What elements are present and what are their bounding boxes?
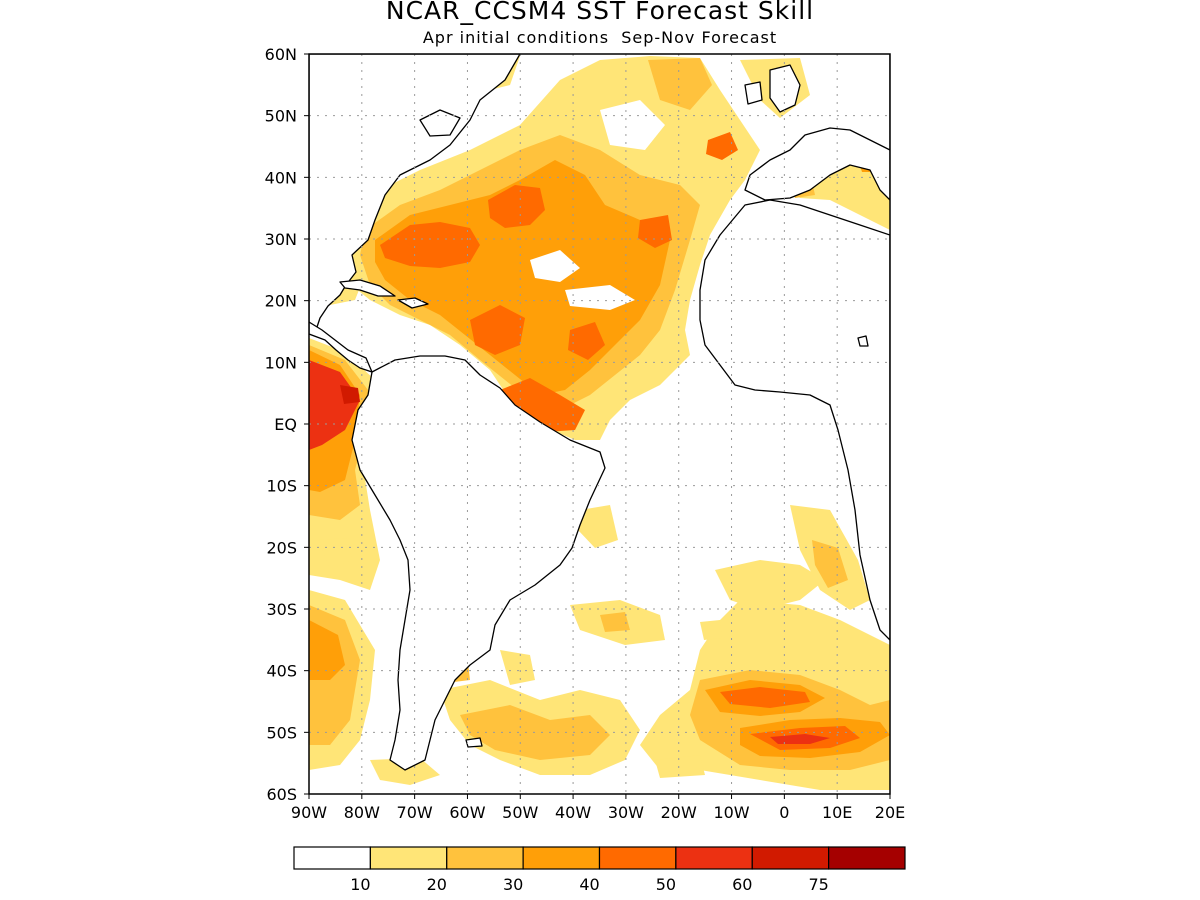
lon-tick-label: 30W: [608, 803, 644, 822]
north-america-landmass: [309, 54, 521, 335]
colorbar-swatch: [522, 846, 601, 870]
colorbar-swatch: [446, 846, 524, 870]
canada-islands: [419, 109, 461, 137]
lon-tick-label: 20E: [875, 803, 905, 822]
lat-tick-label: 40S: [266, 662, 297, 681]
africa-landmass: [699, 199, 890, 641]
lon-tick-label: 10W: [713, 803, 749, 822]
latitude-axis: 60N 50N 40N 30N 20N 10N EQ 10S 20S 30S 40S 50S 60S: [265, 45, 309, 804]
skill-region-south-atlantic: [715, 560, 825, 610]
skill-region-north-atlantic: [568, 322, 605, 360]
lat-tick-label: 20S: [266, 538, 297, 557]
lat-tick-label: 50N: [265, 107, 297, 126]
lon-tick-label: 0: [779, 803, 789, 822]
skill-region-south-atlantic: [655, 755, 705, 778]
colorbar-swatch: [675, 846, 753, 870]
skill-region-south-atlantic: [770, 734, 830, 744]
lon-tick-label: 20W: [661, 803, 697, 822]
colorbar: 10 20 30 40 50 60 75: [293, 846, 906, 894]
atlantic-islands: [857, 335, 869, 347]
skill-region-north-atlantic: [488, 185, 545, 228]
skill-region-north-atlantic: [706, 132, 738, 160]
lat-tick-label: 60S: [266, 785, 297, 804]
longitude-axis: 90W 80W 70W 60W 50W 40W 30W 20W 10W 0 10E 20E: [291, 794, 905, 822]
skill-region-north-atlantic: [600, 100, 665, 150]
skill-region-south-atlantic: [578, 505, 618, 548]
lon-tick-label: 50W: [502, 803, 538, 822]
colorbar-label: 60: [732, 875, 752, 894]
colorbar-swatch: [598, 846, 677, 870]
land-masses: [309, 54, 890, 771]
british-isles: [769, 64, 801, 113]
skill-region-east-pacific: [318, 538, 352, 570]
lat-tick-label: 10N: [265, 353, 297, 372]
lon-tick-label: 40W: [555, 803, 591, 822]
lat-tick-label: 50S: [266, 723, 297, 742]
skill-region-north-atlantic: [470, 305, 525, 355]
ireland-island: [744, 81, 763, 105]
colorbar-label: 75: [808, 875, 828, 894]
colorbar-swatch: [828, 846, 906, 870]
skill-region-north-atlantic: [380, 222, 480, 268]
lon-tick-label: 60W: [449, 803, 485, 822]
lat-tick-label: 60N: [265, 45, 297, 64]
colorbar-label: 50: [656, 875, 676, 894]
skill-region-east-pacific: [340, 385, 360, 404]
lat-tick-label: 10S: [266, 477, 297, 496]
lon-tick-label: 80W: [344, 803, 380, 822]
map-title: NCAR_CCSM4 SST Forecast Skill: [385, 0, 815, 25]
lon-tick-label: 10E: [822, 803, 852, 822]
skill-region-north-atlantic: [530, 250, 580, 282]
lat-tick-label: 30N: [265, 230, 297, 249]
skill-region-south-atlantic: [700, 620, 722, 640]
skill-region-north-atlantic: [638, 215, 672, 248]
lat-tick-label: 40N: [265, 168, 297, 187]
cuba-island: [339, 279, 396, 297]
colorbar-swatch: [369, 846, 448, 870]
colorbar-swatch: [751, 846, 830, 870]
colorbar-label: 20: [427, 875, 447, 894]
central-america-landmass: [309, 321, 373, 373]
skill-region-south-atlantic: [370, 758, 440, 785]
grid-lines: [309, 54, 890, 794]
skill-region-south-atlantic: [600, 612, 630, 632]
colorbar-swatch: [293, 846, 371, 870]
falkland-islands: [465, 737, 483, 748]
skill-region-east-pacific: [309, 360, 360, 450]
lon-tick-label: 70W: [397, 803, 433, 822]
map-subtitle: Apr initial conditions Sep-Nov Forecast: [422, 28, 778, 47]
south-america-landmass: [351, 355, 606, 771]
skill-region-north-atlantic: [648, 58, 712, 110]
skill-region-south-atlantic: [720, 687, 810, 708]
skill-region-south-atlantic: [812, 540, 848, 588]
colorbar-label: 30: [503, 875, 523, 894]
lat-tick-label: EQ: [274, 415, 297, 434]
lat-tick-label: 20N: [265, 292, 297, 311]
skill-region-north-atlantic: [565, 285, 635, 310]
skill-region-south-atlantic: [500, 650, 535, 685]
lon-tick-label: 90W: [291, 803, 327, 822]
europe-landmass: [744, 54, 890, 201]
colorbar-label: 10: [350, 875, 370, 894]
skill-region-east-pacific: [309, 620, 345, 680]
lat-tick-label: 30S: [266, 600, 297, 619]
colorbar-label: 40: [579, 875, 599, 894]
